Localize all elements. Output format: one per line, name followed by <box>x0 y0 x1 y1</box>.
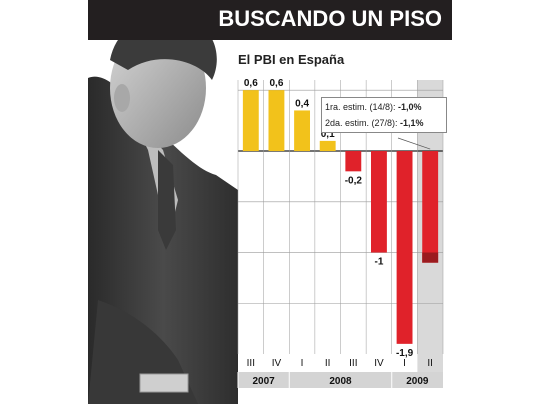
annotation-leader <box>397 137 431 150</box>
data-label: 0,4 <box>295 98 309 109</box>
data-label: 0,1 <box>321 129 335 140</box>
data-label: -0,2 <box>345 175 363 186</box>
x-tick-label: I <box>301 358 304 369</box>
header-bar: BUSCANDO UN PISO <box>88 0 452 40</box>
estimate-line-1: 1ra. estim. (14/8): -1,0% <box>325 99 443 115</box>
data-label: -1 <box>374 257 383 268</box>
bar <box>319 140 336 152</box>
bar <box>294 110 311 152</box>
estimate-2-value: -1,1% <box>400 118 424 128</box>
bar <box>422 151 439 263</box>
infographic: BUSCANDO UN PISO El PBI en España 0,6 0,6… <box>88 0 452 404</box>
x-tick-label: IV <box>272 358 282 369</box>
estimate-line-2: 2da. estim. (27/8): -1,1% <box>325 115 443 131</box>
x-tick-label: II <box>325 358 331 369</box>
estimate-2-label: 2da. estim. (27/8): <box>325 118 401 128</box>
year-label: 2007 <box>253 376 276 387</box>
data-label: 0,6 <box>269 78 283 89</box>
year-label: 2009 <box>406 376 429 387</box>
x-tick-label: I <box>403 358 406 369</box>
bar <box>370 151 387 253</box>
revision-segment <box>422 252 439 263</box>
estimate-1-label: 1ra. estim. (14/8): <box>325 102 399 112</box>
data-label: 0,6 <box>244 78 258 89</box>
year-label: 2008 <box>329 376 352 387</box>
chart-title: El PBI en España <box>238 52 345 67</box>
data-label: -1,9 <box>396 348 414 359</box>
x-tick-label: II <box>427 358 433 369</box>
bar <box>345 151 362 172</box>
estimate-annotation: 1ra. estim. (14/8): -1,0% 2da. estim. (2… <box>321 97 447 133</box>
bar <box>396 151 413 344</box>
x-tick-label: III <box>349 358 357 369</box>
x-tick-label: IV <box>374 358 384 369</box>
bar <box>268 90 285 152</box>
estimate-1-value: -1,0% <box>398 102 422 112</box>
bar <box>242 90 259 152</box>
headline: BUSCANDO UN PISO <box>218 6 442 31</box>
x-tick-label: III <box>247 358 255 369</box>
